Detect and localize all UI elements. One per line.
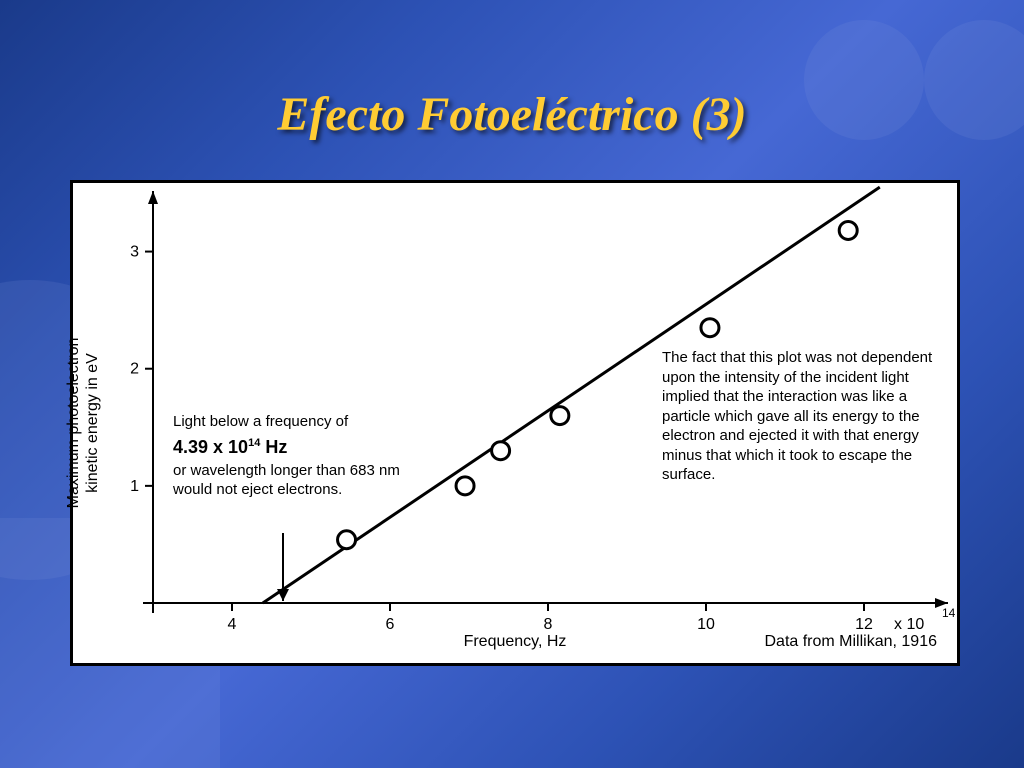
threshold-line3: or wavelength longer than 683 nm would n… — [173, 462, 403, 500]
threshold-suffix: Hz — [260, 437, 287, 457]
svg-text:6: 6 — [386, 616, 395, 633]
svg-text:2: 2 — [130, 361, 139, 378]
svg-text:3: 3 — [130, 244, 139, 261]
annotation-explanation: The fact that this plot was not dependen… — [662, 348, 937, 485]
threshold-value: 4.39 x 1014 Hz — [173, 436, 287, 459]
chart-inner: Maximum photoelectron kinetic energy in … — [73, 183, 957, 663]
svg-text:x 10: x 10 — [894, 616, 924, 633]
threshold-exponent: 14 — [248, 437, 260, 449]
chart-panel: Maximum photoelectron kinetic energy in … — [70, 180, 960, 666]
svg-text:4: 4 — [228, 616, 237, 633]
slide-title: Efecto Fotoeléctrico (3) — [0, 87, 1024, 142]
svg-text:14: 14 — [942, 606, 956, 620]
x-axis-label: Frequency, Hz — [464, 633, 567, 651]
credit-label: Data from Millikan, 1916 — [764, 633, 937, 651]
slide: Efecto Fotoeléctrico (3) Maximum photoel… — [0, 0, 1024, 768]
annotation-threshold: Light below a frequency of 4.39 x 1014 H… — [173, 413, 403, 500]
svg-text:1: 1 — [130, 478, 139, 495]
svg-text:12: 12 — [855, 616, 873, 633]
threshold-prefix: 4.39 x 10 — [173, 437, 248, 457]
threshold-line1: Light below a frequency of — [173, 413, 403, 432]
svg-text:8: 8 — [544, 616, 553, 633]
svg-text:10: 10 — [697, 616, 715, 633]
